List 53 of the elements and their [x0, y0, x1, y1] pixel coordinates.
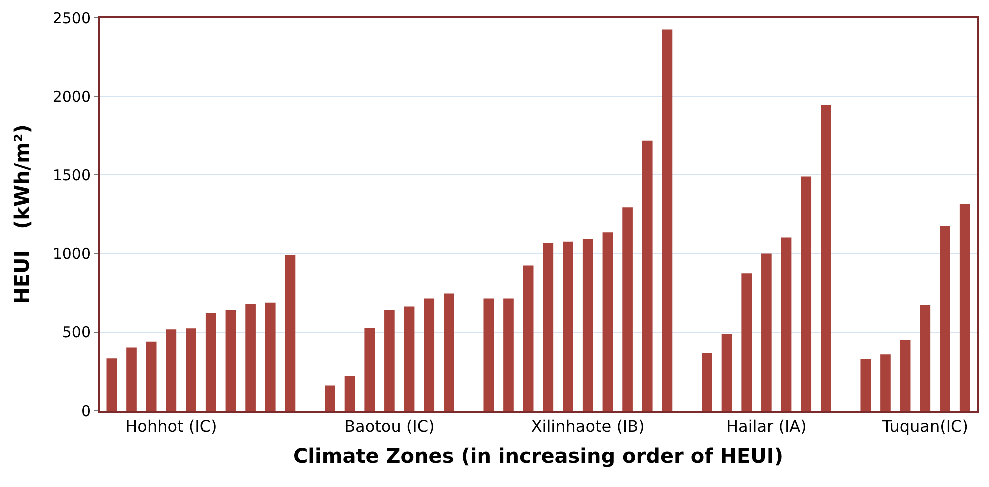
bar — [106, 358, 118, 411]
bar — [504, 298, 514, 411]
bar — [920, 305, 931, 411]
bar — [325, 386, 336, 411]
bar — [344, 376, 356, 411]
bar — [146, 342, 157, 411]
bar — [285, 255, 296, 411]
bar — [602, 232, 614, 411]
bar — [226, 310, 236, 411]
bar — [900, 340, 911, 411]
bar — [960, 204, 970, 411]
bar — [662, 30, 673, 411]
bar — [186, 328, 196, 411]
bar — [940, 226, 950, 411]
bar — [404, 306, 415, 411]
bar — [424, 298, 435, 411]
bar — [265, 302, 276, 411]
y-tick-label: 0 — [81, 402, 91, 420]
bar — [126, 348, 137, 411]
bar — [642, 140, 653, 411]
y-tick-label: 2000 — [52, 88, 91, 106]
y-tick-label: 1000 — [52, 245, 91, 264]
bar — [762, 254, 772, 411]
bar — [444, 294, 454, 411]
bar — [582, 239, 594, 411]
y-tick-label: 500 — [62, 324, 91, 342]
bar — [781, 238, 792, 411]
bar — [246, 304, 256, 411]
bar — [484, 298, 494, 411]
bar — [821, 105, 832, 411]
bar — [742, 274, 752, 411]
x-tick-label: Tuquan(IC) — [881, 417, 968, 436]
bar — [384, 310, 395, 411]
x-tick-label: Baotou (IC) — [344, 417, 435, 436]
bar — [523, 266, 534, 411]
bar — [880, 354, 891, 411]
x-tick-label: Hailar (IA) — [726, 417, 807, 436]
y-tick-label: 2500 — [52, 9, 91, 28]
x-axis-title: Climate Zones (in increasing order of HEUI) — [293, 444, 784, 468]
x-tick-label: Hohhot (IC) — [126, 417, 218, 436]
bar — [622, 208, 633, 411]
x-tick-label: Xilinhaote (IB) — [531, 417, 645, 436]
bar — [860, 358, 872, 411]
y-tick-label: 1500 — [52, 166, 91, 184]
bar — [722, 334, 732, 411]
bar — [543, 243, 554, 411]
bar — [206, 314, 216, 411]
bar — [801, 176, 812, 411]
bar — [702, 353, 712, 411]
bar — [563, 242, 574, 411]
bar — [364, 328, 375, 411]
bar — [166, 330, 177, 411]
y-axis-title: HEUI (kWh/m²) — [10, 124, 34, 304]
